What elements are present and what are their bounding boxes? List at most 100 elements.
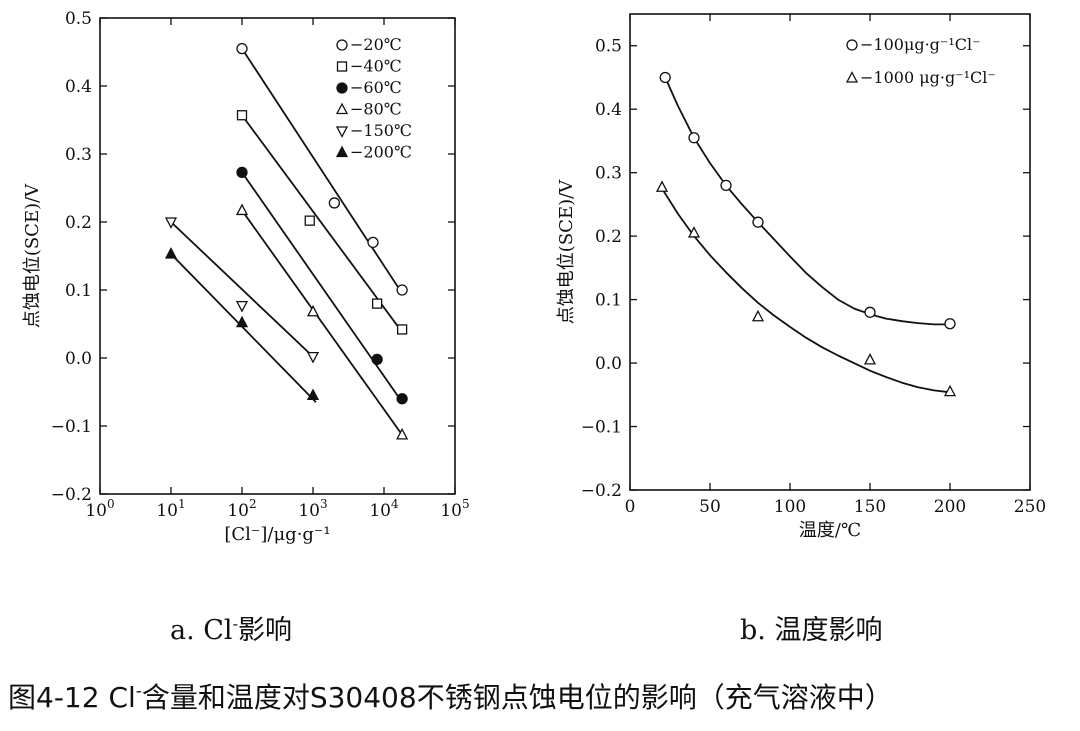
data-point: [943, 384, 957, 397]
data-point: [688, 132, 700, 144]
data-point: [235, 203, 249, 216]
data-point: [752, 216, 764, 228]
y-tick-label: 0.1: [65, 281, 92, 301]
x-tick-label: 0: [625, 497, 636, 517]
data-point: [720, 179, 732, 192]
y-tick-label: 0.3: [65, 145, 92, 165]
data-point: [304, 215, 315, 226]
data-point: [396, 324, 408, 335]
data-point: [655, 180, 669, 192]
data-point: [236, 42, 248, 55]
data-point: [367, 236, 379, 249]
figure-caption: 图4-12 Cl-含量和温度对S30408不锈钢点蚀电位的影响（充气溶液中）: [8, 676, 893, 716]
y-tick-label: 0.5: [595, 37, 622, 57]
series-fit-curve: [661, 188, 951, 394]
data-point: [164, 247, 178, 259]
subcaption-b: b. 温度影响: [740, 615, 883, 646]
subcaption-a: a. Cl-影响: [170, 608, 292, 647]
legend-marker: [335, 126, 349, 138]
y-tick-label: 0.4: [65, 77, 92, 97]
data-point: [236, 110, 248, 121]
data-point: [863, 352, 877, 365]
x-tick-label: 103: [298, 497, 327, 521]
data-point: [371, 298, 383, 309]
data-point: [235, 300, 249, 313]
legend-label: −200℃: [350, 143, 412, 162]
legend-marker: [336, 82, 348, 94]
data-point: [687, 226, 701, 238]
x-tick-label: 101: [156, 497, 185, 521]
y-tick-label: 0.2: [65, 213, 92, 233]
data-point: [751, 309, 765, 322]
subcaption-a-minus: -: [232, 614, 239, 633]
series-5: [164, 217, 320, 364]
series-fit-line: [241, 114, 403, 333]
legend-label: −40℃: [350, 57, 402, 76]
legend-marker: [846, 39, 858, 51]
y-axis-label: 点蚀电位(SCE)/V: [22, 183, 43, 328]
series-fit-line: [241, 209, 403, 436]
x-tick-label: 105: [440, 497, 469, 521]
y-tick-label: 0.0: [595, 354, 622, 374]
y-axis-label: 点蚀电位(SCE)/V: [556, 179, 577, 324]
y-tick-label: −0.2: [51, 485, 92, 505]
data-point: [328, 197, 341, 209]
figure-canvas: 100 101 102 103 104 105 −0.2 −0.1 0.0 0.1 0.2 0.3 0.…: [22, 9, 1046, 545]
x-tick-label: 100: [774, 497, 806, 517]
legend-marker: [336, 39, 348, 51]
y-tick-label: 0.4: [595, 100, 622, 120]
legend-marker: [335, 102, 349, 115]
data-point: [306, 388, 320, 401]
y-tick-label: 0.3: [595, 164, 622, 184]
x-axis-label: 温度/℃: [799, 520, 861, 541]
legend: −20℃ −40℃ −60℃ −80℃ −150℃ −200℃: [335, 35, 412, 162]
data-point: [306, 351, 320, 364]
series-fit-curve: [664, 77, 950, 326]
data-point: [236, 166, 248, 179]
series-2: [655, 180, 957, 397]
series-fit-line: [170, 221, 314, 358]
x-tick-label: 50: [699, 497, 721, 517]
y-tick-label: −0.2: [581, 481, 622, 501]
legend-label: −60℃: [350, 78, 402, 97]
x-tick-label: 102: [227, 497, 256, 521]
figure-caption-prefix: 图4-12 Cl: [8, 681, 136, 714]
legend-label: −1000 μg·g⁻¹Cl⁻: [860, 68, 996, 87]
data-point: [164, 217, 178, 229]
data-point: [659, 71, 671, 84]
data-point: [306, 304, 320, 317]
legend: −100μg·g⁻¹Cl⁻ −1000 μg·g⁻¹Cl⁻: [845, 35, 996, 87]
data-point: [864, 306, 876, 318]
x-tick-label: 200: [934, 497, 966, 517]
legend-label: −80℃: [350, 100, 402, 119]
y-tick-label: −0.1: [581, 418, 622, 438]
data-point: [235, 315, 249, 328]
legend-label: −150℃: [350, 121, 412, 140]
data-point: [396, 393, 408, 405]
series-fit-line: [241, 48, 403, 294]
subcaption-a-prefix: a. Cl: [170, 615, 233, 646]
plot-frame: [629, 13, 1031, 491]
data-point: [371, 353, 383, 366]
figure-caption-suffix: 含量和温度对S30408不锈钢点蚀电位的影响（充气溶液中）: [141, 681, 893, 714]
plot-frame: [99, 17, 456, 495]
x-tick-label: 150: [854, 497, 886, 517]
legend-marker: [845, 71, 859, 83]
legend-label: −100μg·g⁻¹Cl⁻: [860, 35, 981, 54]
series-2: [236, 110, 408, 335]
subcaption-a-suffix: 影响: [238, 615, 293, 646]
chart-panel-b: 0 50 100 150 200 250 −0.2 −0.1 0.0 0.1 0.2 0.3 0.4 0.…: [556, 13, 1046, 541]
legend-label: −20℃: [350, 35, 402, 54]
x-tick-label: 250: [1014, 497, 1046, 517]
y-tick-label: 0.5: [65, 9, 92, 29]
chart-panel-a: 100 101 102 103 104 105 −0.2 −0.1 0.0 0.1 0.2 0.3 0.…: [22, 9, 470, 545]
series-fit-line: [170, 253, 317, 403]
series-4: [235, 203, 409, 440]
y-tick-label: −0.1: [51, 417, 92, 437]
x-axis-label: [Cl⁻]/μg·g⁻¹: [224, 524, 330, 545]
legend-marker: [336, 61, 348, 72]
legend-marker: [335, 145, 349, 158]
figure-caption-minus: -: [135, 680, 142, 701]
x-tick-label: 100: [85, 497, 114, 521]
y-tick-label: 0.0: [65, 349, 92, 369]
